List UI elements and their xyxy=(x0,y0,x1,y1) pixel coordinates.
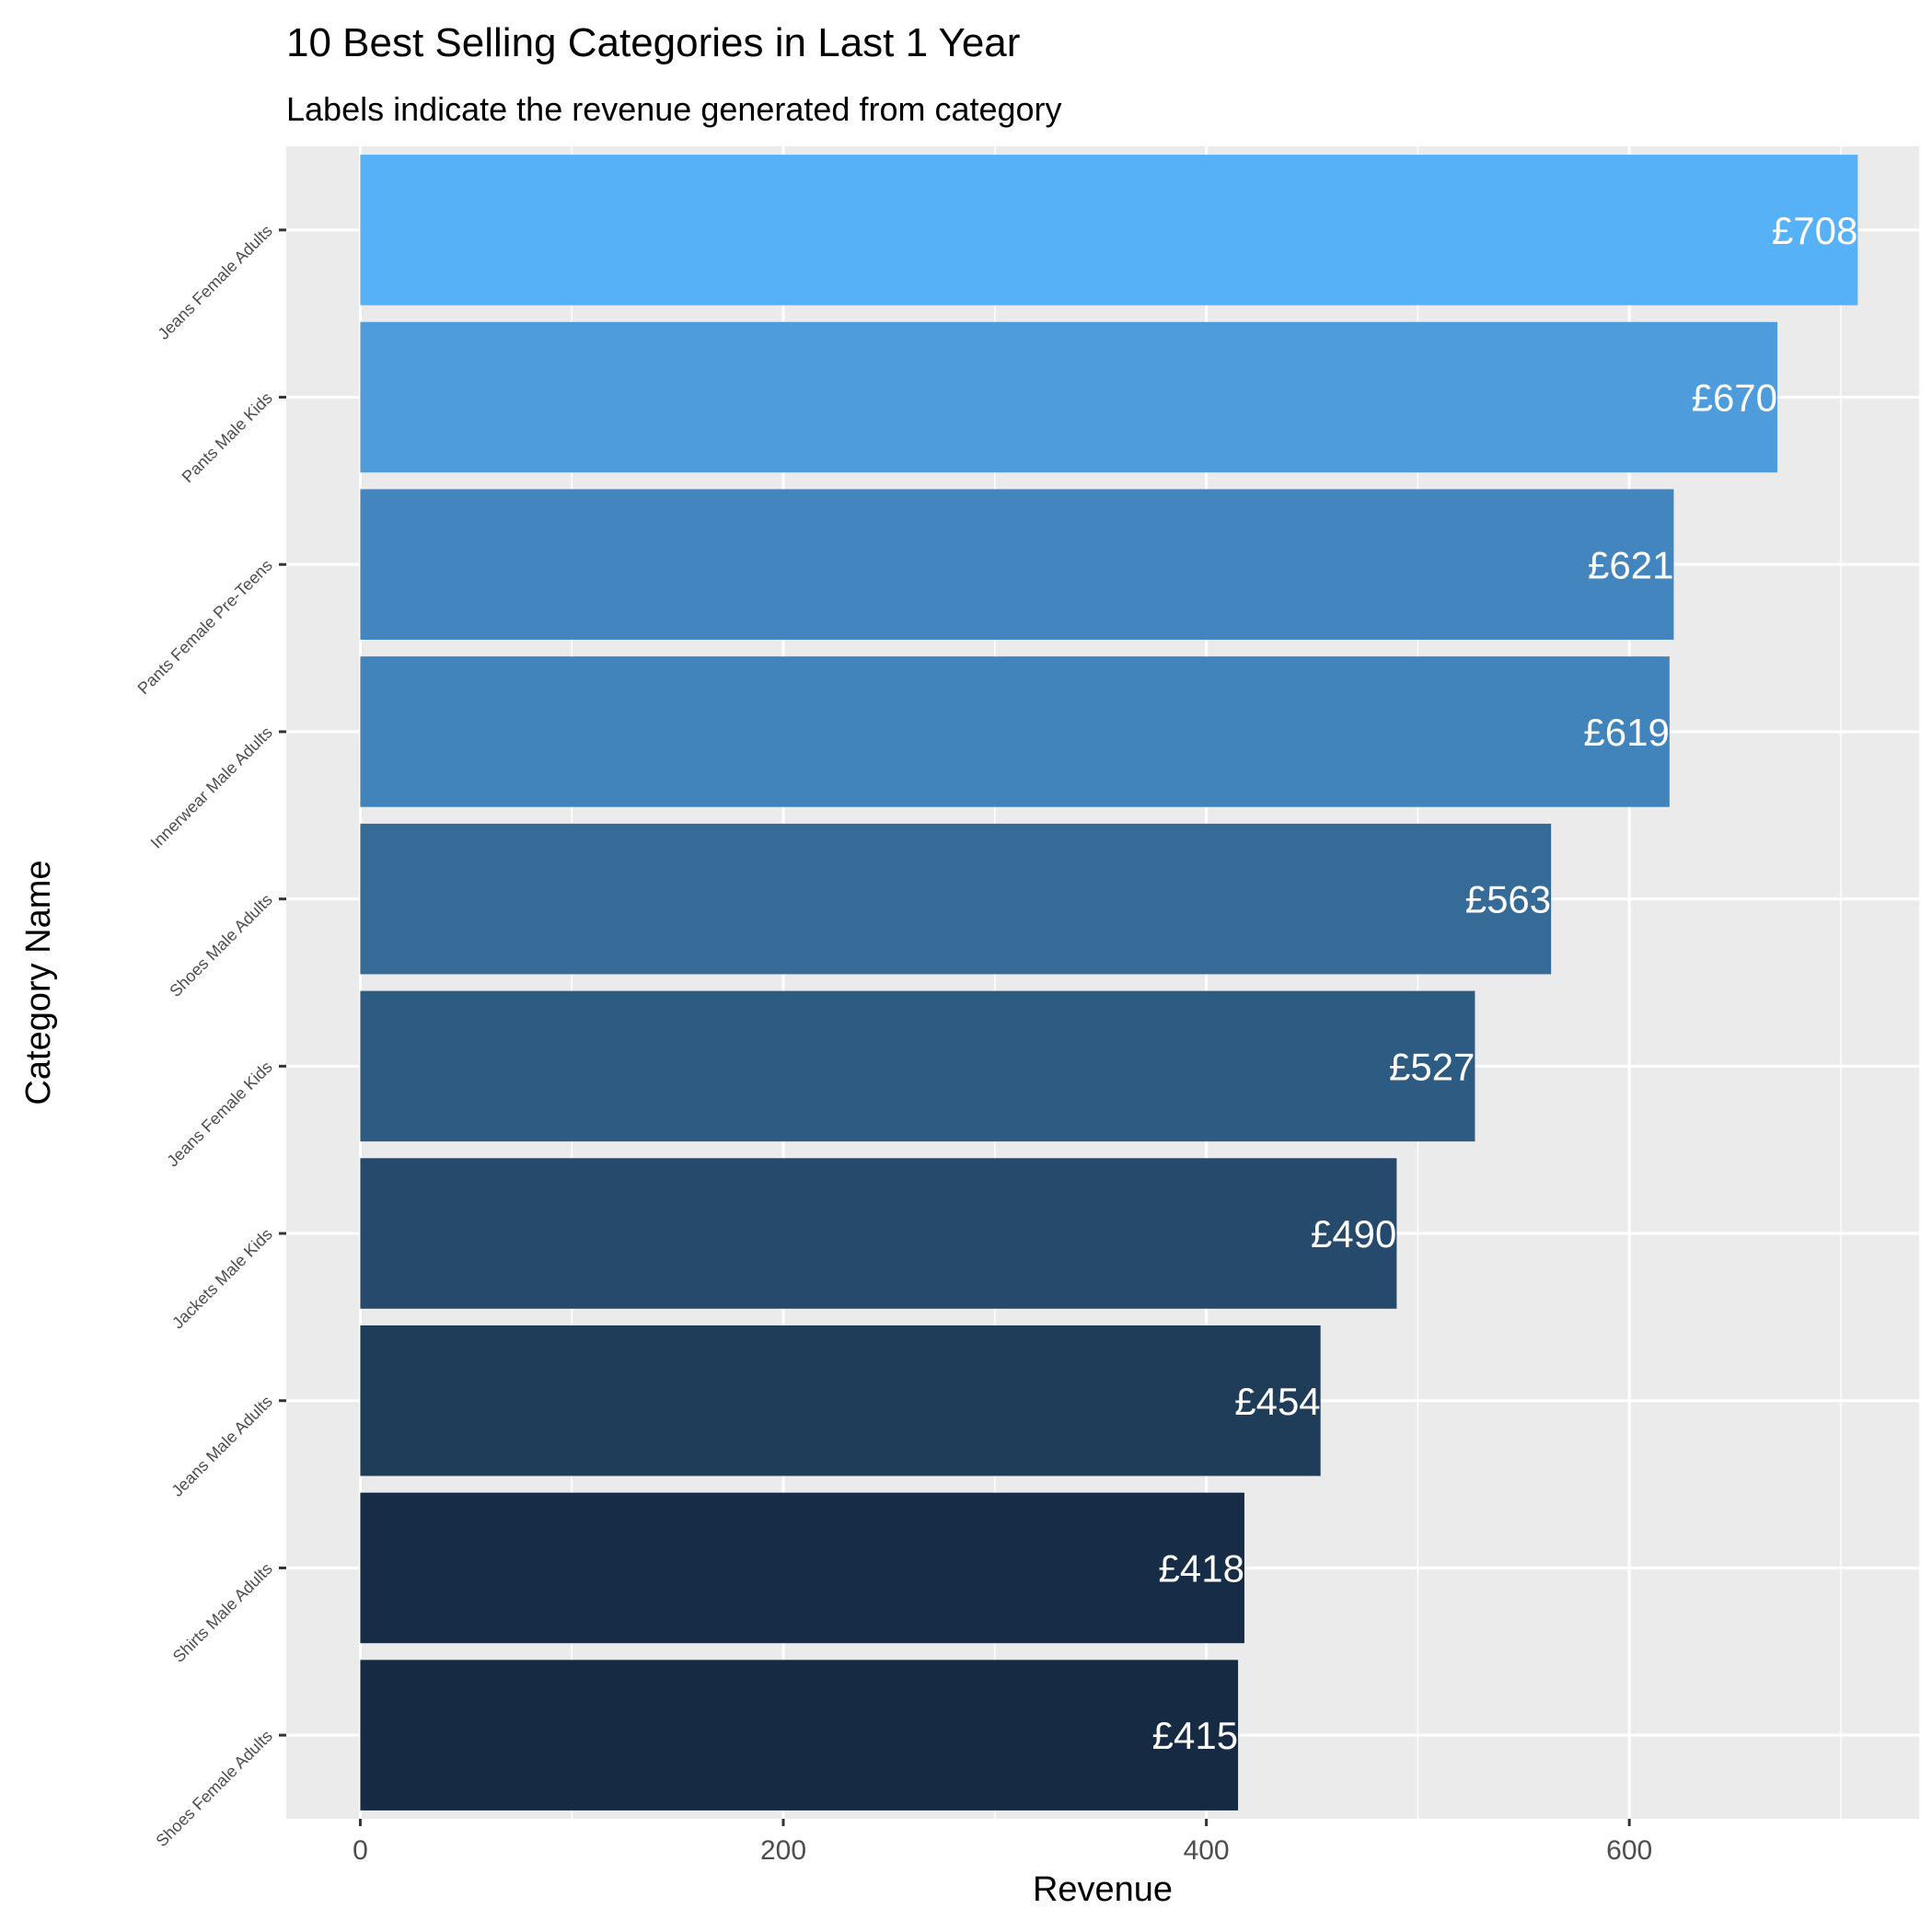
x-tick-label: 400 xyxy=(1184,1835,1230,1866)
x-tick-label: 0 xyxy=(353,1835,368,1866)
data-label: £415 xyxy=(1152,1714,1238,1757)
bar xyxy=(360,1660,1239,1811)
y-tick-label: Innerwear Male Adults xyxy=(147,723,276,852)
x-axis: 0 200 400 600 xyxy=(353,1819,1652,1866)
data-label: £563 xyxy=(1465,878,1551,921)
bar xyxy=(360,1325,1321,1476)
data-label: £527 xyxy=(1389,1045,1475,1088)
chart-subtitle: Labels indicate the revenue generated fr… xyxy=(286,90,1062,128)
bar xyxy=(360,1158,1397,1309)
data-labels-layer: £708 £670 £621 £619 £563 £527 £490 £454 £418 £415 xyxy=(1152,209,1858,1757)
chart-title: 10 Best Selling Categories in Last 1 Yea… xyxy=(286,20,1020,65)
data-label: £708 xyxy=(1772,209,1857,252)
y-tick-label: Pants Male Kids xyxy=(179,388,276,486)
y-tick-label: Jeans Female Kids xyxy=(163,1058,275,1170)
x-axis-title: Revenue xyxy=(1033,1870,1173,1909)
x-tick-label: 600 xyxy=(1606,1835,1652,1866)
y-tick-label: Shoes Male Adults xyxy=(166,890,276,1001)
y-tick-label: Jeans Male Adults xyxy=(168,1392,275,1499)
bar xyxy=(360,1492,1244,1644)
y-axis-title: Category Name xyxy=(19,860,58,1105)
data-label: £621 xyxy=(1588,543,1673,586)
bar xyxy=(360,990,1475,1142)
data-label: £490 xyxy=(1311,1212,1396,1255)
data-label: £670 xyxy=(1692,376,1777,420)
y-tick-label: Shoes Female Adults xyxy=(152,1727,275,1850)
y-tick-label: Shirts Male Adults xyxy=(169,1559,276,1666)
y-axis: Jeans Female Adults Pants Male Kids Pants … xyxy=(134,222,286,1850)
bar xyxy=(360,656,1670,807)
y-tick-label: Jeans Female Adults xyxy=(155,222,276,343)
bar xyxy=(360,155,1858,306)
data-label: £418 xyxy=(1159,1546,1244,1590)
data-label: £454 xyxy=(1234,1380,1320,1423)
x-tick-label: 200 xyxy=(760,1835,806,1866)
bars-layer xyxy=(360,155,1858,1811)
bar xyxy=(360,823,1552,975)
bar xyxy=(360,321,1778,473)
data-label: £619 xyxy=(1583,711,1669,754)
bar xyxy=(360,489,1674,641)
y-tick-label: Jackets Male Kids xyxy=(168,1225,276,1333)
y-tick-label: Pants Female Pre-Teens xyxy=(134,556,276,698)
